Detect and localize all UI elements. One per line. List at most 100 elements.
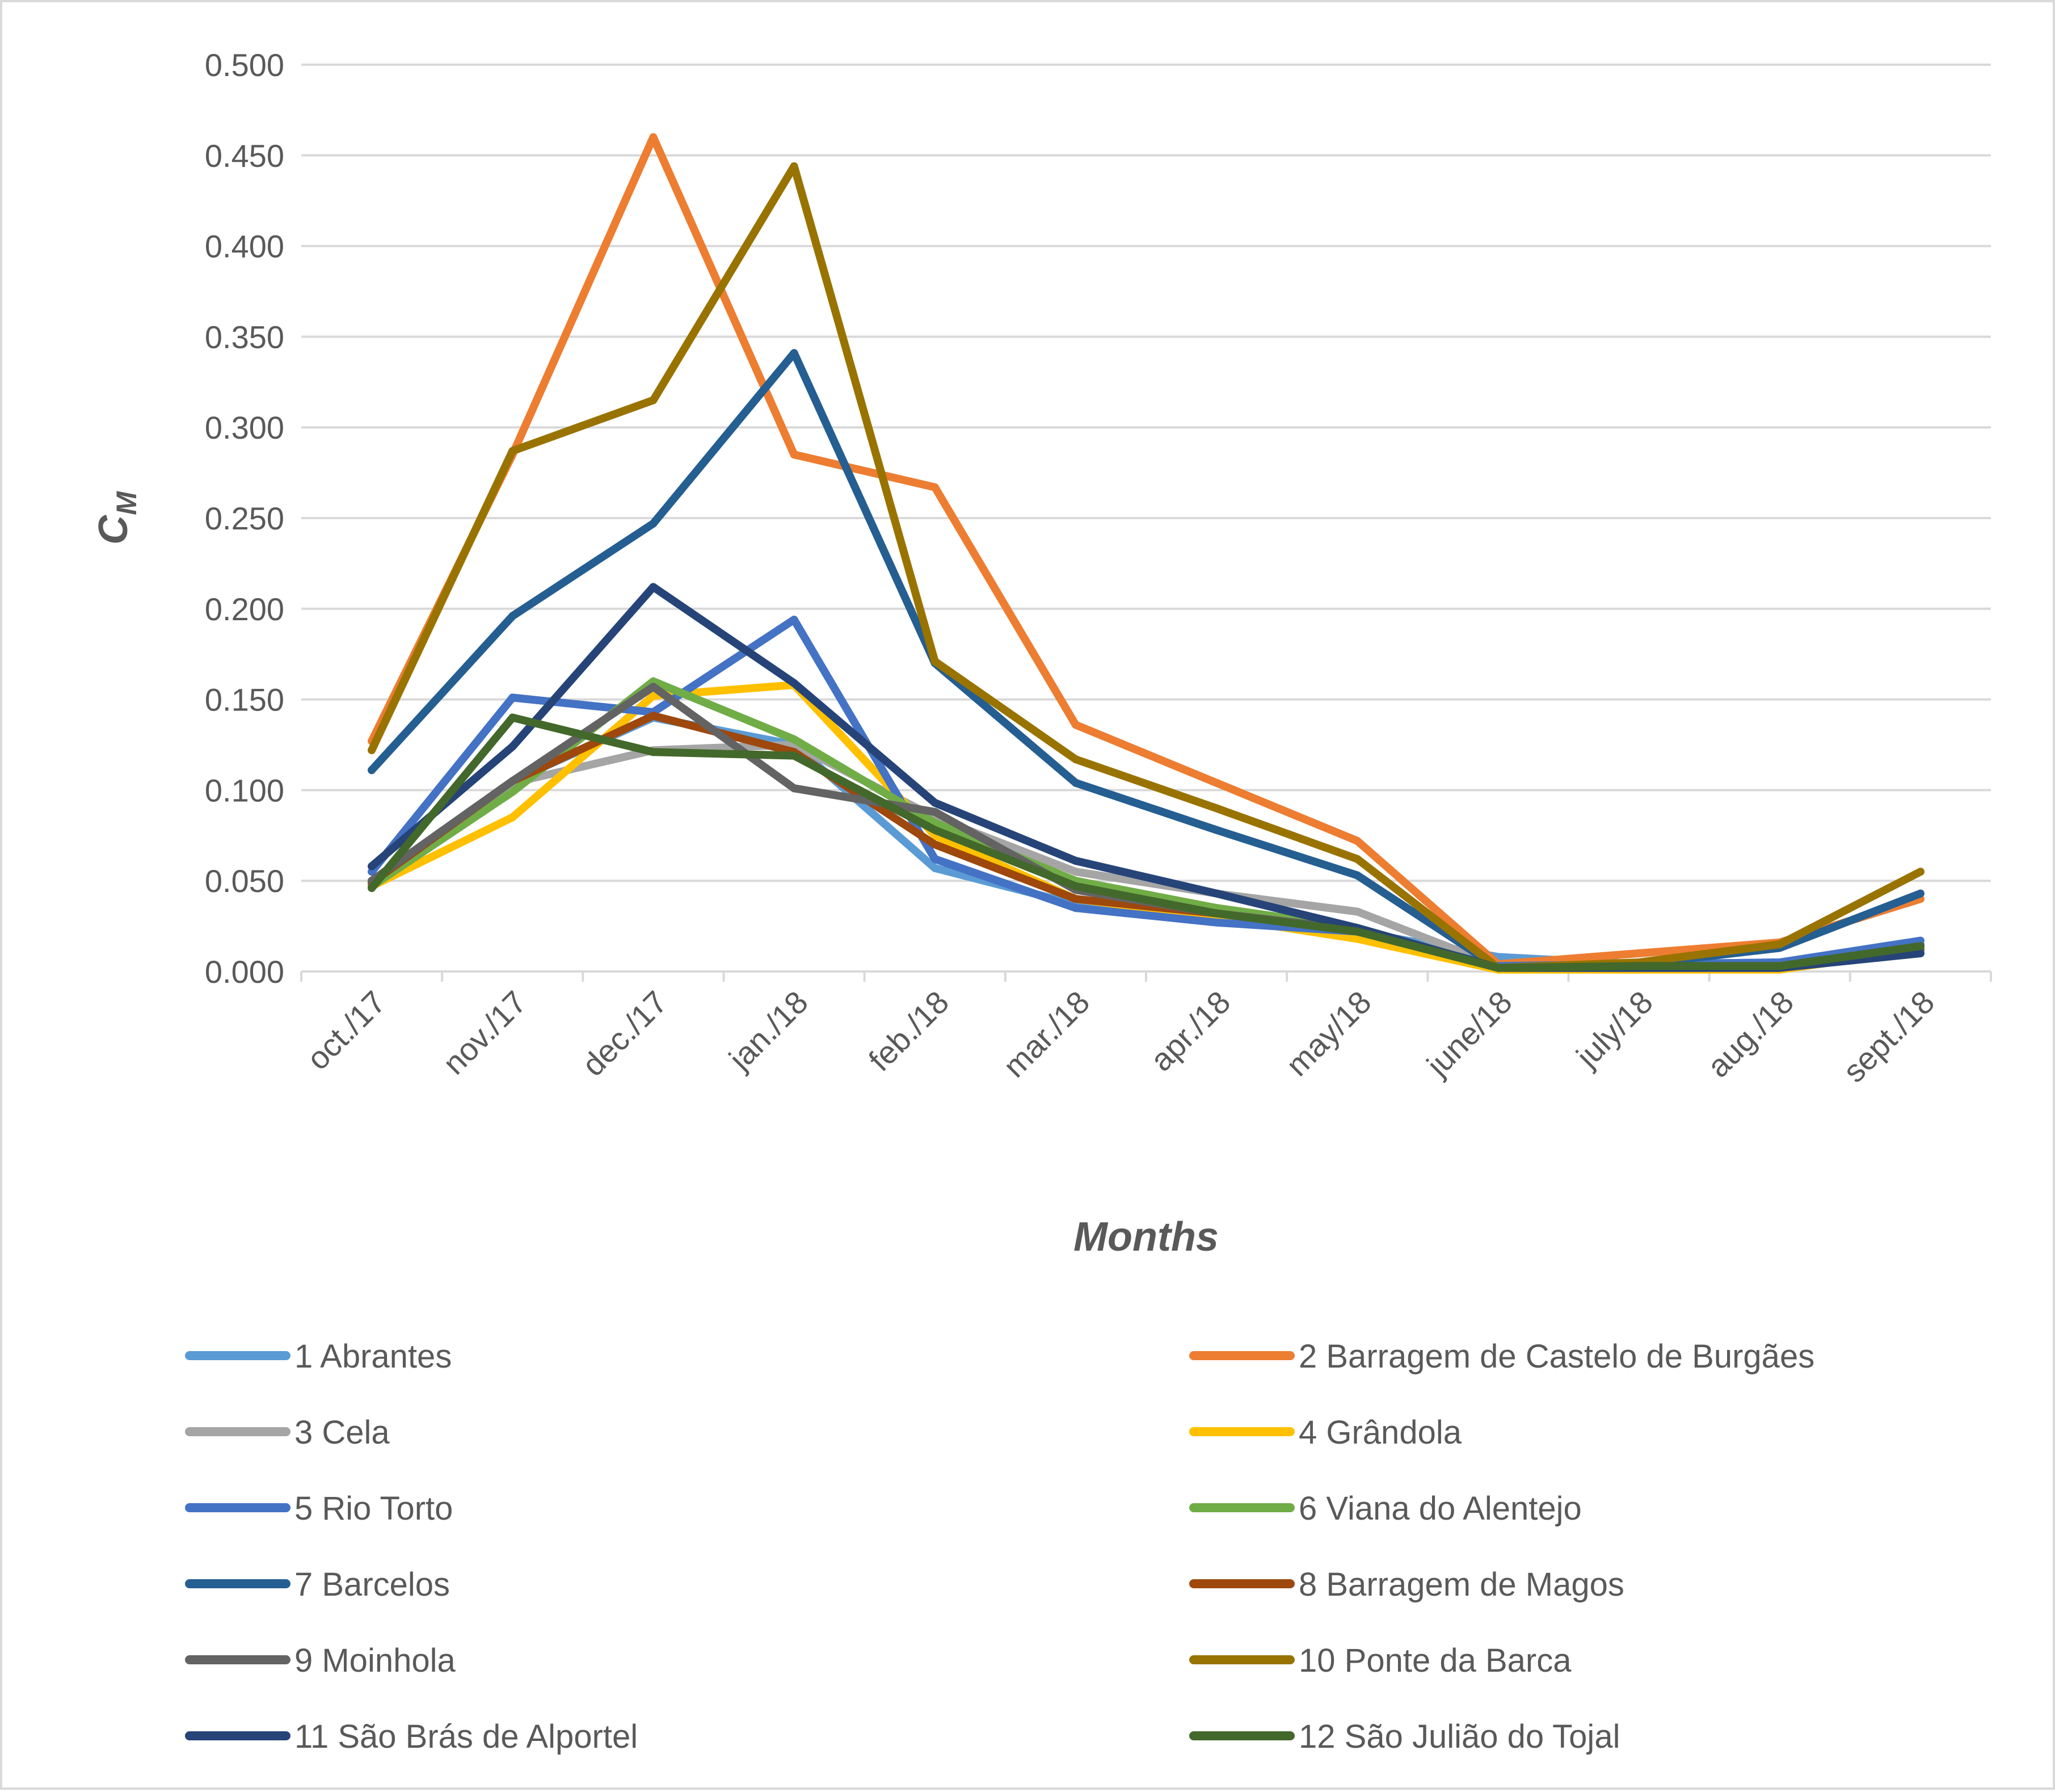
y-tick-label: 0.150 [205,682,284,718]
legend-entry: 11 São Brás de Alportel [185,1718,638,1755]
x-tick-label: feb./18 [862,984,956,1078]
data-point [930,657,939,666]
data-point [368,862,376,870]
series-line [368,683,1925,972]
data-point [1071,755,1080,764]
y-tick-label: 0.300 [205,410,284,445]
data-point [790,751,798,760]
data-point [930,855,939,863]
data-point [930,826,939,834]
data-point [930,864,939,872]
series-line [368,681,1925,974]
axis-labels: Months CM [91,491,1219,1260]
legend-entry: 7 Barcelos [185,1566,450,1603]
data-point [649,712,658,720]
legend-entry: 2 Barragem de Castelo de Burgães [1189,1338,1814,1375]
series-10 [368,162,1925,972]
series-line [368,162,1925,972]
y-axis-title-subscript: M [111,491,142,515]
data-point [790,451,798,459]
data-point [649,692,658,700]
data-point [930,483,939,491]
data-point [649,748,658,756]
legend: 1 Abrantes 2 Barragem de Castelo de Burgã… [185,1338,1814,1755]
legend-entry: 9 Moinhola [185,1642,456,1679]
series-3 [368,741,1925,970]
legend-label: 2 Barragem de Castelo de Burgães [1299,1338,1814,1375]
y-tick-label: 0.050 [205,863,284,899]
data-point [1212,826,1221,834]
y-tick-label: 0.250 [205,500,284,536]
legend-label: 6 Viana do Alentejo [1299,1490,1582,1527]
data-point [1071,882,1080,890]
data-point [1635,962,1643,970]
data-point [508,713,517,722]
y-tick-label: 0.350 [205,319,284,355]
data-point [1353,836,1362,845]
legend-entry: 4 Grândola [1189,1414,1462,1451]
data-point [368,884,376,892]
axes: 0.000 0.050 0.100 0.150 0.200 0.250 0.300 0.350… [205,47,1992,1089]
data-point [1916,868,1925,876]
data-point [368,868,376,876]
data-point [1353,935,1362,943]
x-tick-label: mar./18 [996,984,1097,1084]
data-point [649,583,658,591]
data-point [1916,942,1925,950]
series-2 [368,133,1925,969]
legend-entry: 5 Rio Torto [185,1490,453,1527]
data-point [368,766,376,775]
data-point [1071,779,1080,787]
legend-label: 1 Abrantes [294,1338,452,1375]
data-point [1212,918,1221,927]
data-point [1212,804,1221,813]
data-point [508,777,517,785]
data-point [1775,940,1784,949]
data-point [508,742,517,751]
y-tick-label: 0.400 [205,229,284,264]
data-point [1071,721,1080,729]
y-tick-label: 0.100 [205,772,284,808]
data-point [790,162,798,170]
x-tick-label: apr./18 [1143,984,1237,1078]
y-axis-title-main: C [91,515,136,545]
x-tick-label: sept./18 [1836,984,1941,1089]
series-line [368,133,1925,969]
data-point [1071,904,1080,912]
data-point [930,807,939,816]
data-point [1071,857,1080,865]
x-tick-label: dec./17 [575,984,673,1083]
x-tick-label: may/18 [1279,984,1378,1083]
legend-label: 9 Moinhola [294,1642,456,1679]
data-point [508,813,517,822]
series-line [368,741,1925,970]
y-tick-label: 0.450 [205,138,284,174]
series-5 [368,615,1925,970]
legend-label: 5 Rio Torto [294,1490,453,1527]
data-point [930,798,939,807]
data-point [508,612,517,620]
data-point [1353,907,1362,916]
data-point [1071,895,1080,903]
x-tick-label: june/18 [1419,984,1519,1084]
legend-label: 7 Barcelos [294,1566,450,1603]
series-12 [368,713,1925,972]
legend-label: 12 São Julião do Tojal [1299,1718,1620,1755]
legend-label: 11 São Brás de Alportel [294,1718,638,1755]
x-tick-label: aug./18 [1700,984,1801,1084]
x-tick-label: jan./18 [721,984,815,1078]
y-tick-label: 0.200 [205,591,284,627]
data-point [1212,889,1221,898]
data-point [368,746,376,755]
data-point [1916,889,1925,898]
data-point [508,788,517,796]
series-line [368,713,1925,972]
legend-entry: 8 Barragem de Magos [1189,1566,1624,1603]
y-tick-label: 0.000 [205,954,284,990]
data-point [1494,964,1502,972]
data-point [930,840,939,849]
data-point [1353,871,1362,880]
data-point [649,133,658,141]
